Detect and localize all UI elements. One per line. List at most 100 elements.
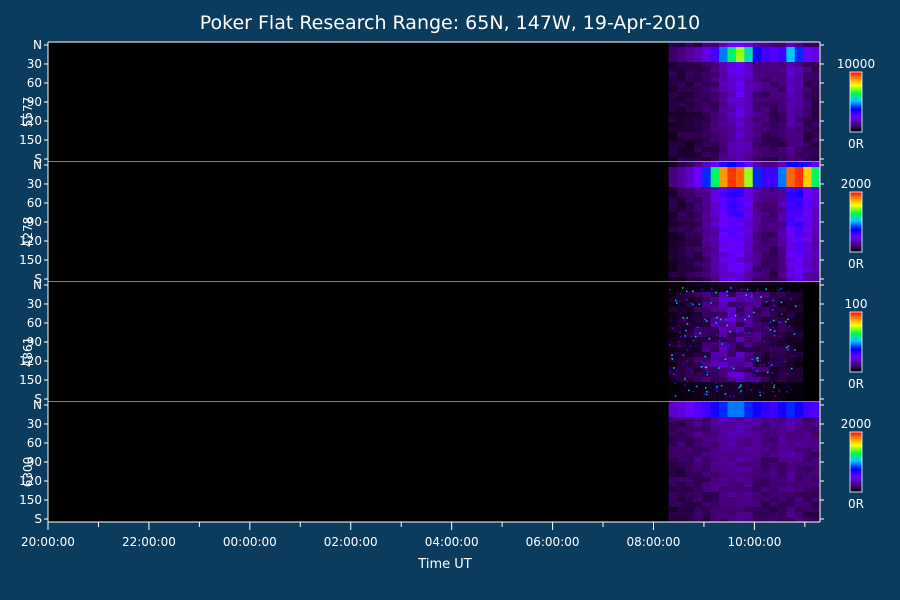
data-speckle — [715, 388, 718, 390]
data-cell — [693, 262, 703, 268]
data-cell — [727, 342, 737, 348]
data-cell — [693, 267, 703, 273]
data-cell — [777, 272, 787, 278]
data-cell — [735, 77, 745, 83]
data-cell — [794, 247, 804, 253]
data-cell — [777, 77, 787, 83]
data-cell — [677, 237, 686, 243]
data-cell — [769, 287, 779, 293]
data-cell — [685, 117, 695, 123]
data-cell — [811, 452, 821, 458]
data-speckle — [706, 368, 709, 371]
data-cell — [727, 42, 737, 48]
data-cell — [794, 117, 804, 123]
data-speckle — [791, 316, 793, 318]
data-cell — [719, 327, 728, 333]
data-cell — [685, 497, 695, 503]
data-speckle — [774, 394, 777, 397]
data-cell — [769, 402, 779, 408]
data-cell — [710, 417, 720, 423]
y-tick-label: N — [33, 158, 42, 172]
data-cell — [752, 332, 762, 338]
data-cell — [761, 67, 770, 73]
data-cell — [811, 57, 821, 63]
data-cell — [685, 107, 695, 113]
data-speckle — [732, 367, 735, 370]
data-cell — [702, 417, 712, 423]
data-cell — [668, 342, 678, 348]
data-cell — [719, 62, 728, 68]
data-speckle — [745, 366, 748, 369]
data-cell — [710, 162, 720, 168]
data-cell — [744, 442, 754, 448]
data-cell — [777, 422, 787, 428]
data-cell — [794, 362, 804, 368]
data-cell — [693, 137, 703, 143]
data-cell — [777, 137, 787, 143]
data-cell — [786, 117, 796, 123]
data-cell — [803, 147, 812, 153]
data-cell — [735, 472, 745, 478]
data-cell — [693, 187, 703, 193]
data-cell — [693, 107, 703, 113]
data-cell — [786, 237, 796, 243]
data-cell — [803, 167, 812, 173]
data-cell — [719, 162, 728, 168]
data-cell — [744, 67, 754, 73]
data-cell — [719, 382, 728, 388]
data-cell — [777, 347, 787, 353]
data-cell — [769, 397, 779, 403]
data-cell — [803, 227, 812, 233]
data-cell — [744, 387, 754, 393]
data-cell — [685, 47, 695, 53]
data-cell — [710, 442, 720, 448]
data-cell — [702, 242, 712, 248]
data-cell — [811, 497, 821, 503]
data-cell — [752, 97, 762, 103]
colorbar-min-label: 0R — [848, 137, 864, 151]
data-cell — [803, 422, 812, 428]
data-cell — [769, 332, 779, 338]
data-cell — [693, 272, 703, 278]
data-cell — [685, 292, 695, 298]
data-cell — [727, 67, 737, 73]
data-cell — [769, 342, 779, 348]
data-cell — [761, 177, 770, 183]
data-cell — [794, 397, 804, 403]
data-cell — [702, 237, 712, 243]
data-cell — [752, 177, 762, 183]
data-speckle — [751, 380, 754, 383]
data-cell — [786, 142, 796, 148]
data-speckle — [736, 383, 739, 386]
data-cell — [702, 137, 712, 143]
data-cell — [719, 282, 728, 288]
data-cell — [719, 517, 728, 523]
data-cell — [693, 292, 703, 298]
x-tick-label: 08:00:00 — [627, 535, 681, 549]
data-speckle — [741, 327, 744, 330]
data-cell — [769, 122, 779, 128]
data-cell — [769, 392, 779, 398]
data-cell — [803, 512, 812, 518]
data-cell — [727, 427, 737, 433]
data-cell — [668, 492, 678, 498]
data-speckle — [773, 319, 775, 322]
data-cell — [803, 112, 812, 118]
data-cell — [744, 342, 754, 348]
data-cell — [794, 97, 804, 103]
data-cell — [786, 327, 796, 333]
data-cell — [744, 252, 754, 258]
data-speckle — [669, 343, 671, 346]
data-cell — [685, 207, 695, 213]
data-cell — [752, 157, 762, 163]
data-cell — [744, 462, 754, 468]
data-cell — [777, 487, 787, 493]
data-speckle — [696, 326, 699, 329]
data-cell — [761, 502, 770, 508]
data-cell — [786, 47, 796, 53]
data-cell — [803, 152, 812, 158]
data-cell — [769, 242, 779, 248]
data-speckle — [678, 345, 681, 347]
data-cell — [719, 502, 728, 508]
data-cell — [677, 57, 686, 63]
